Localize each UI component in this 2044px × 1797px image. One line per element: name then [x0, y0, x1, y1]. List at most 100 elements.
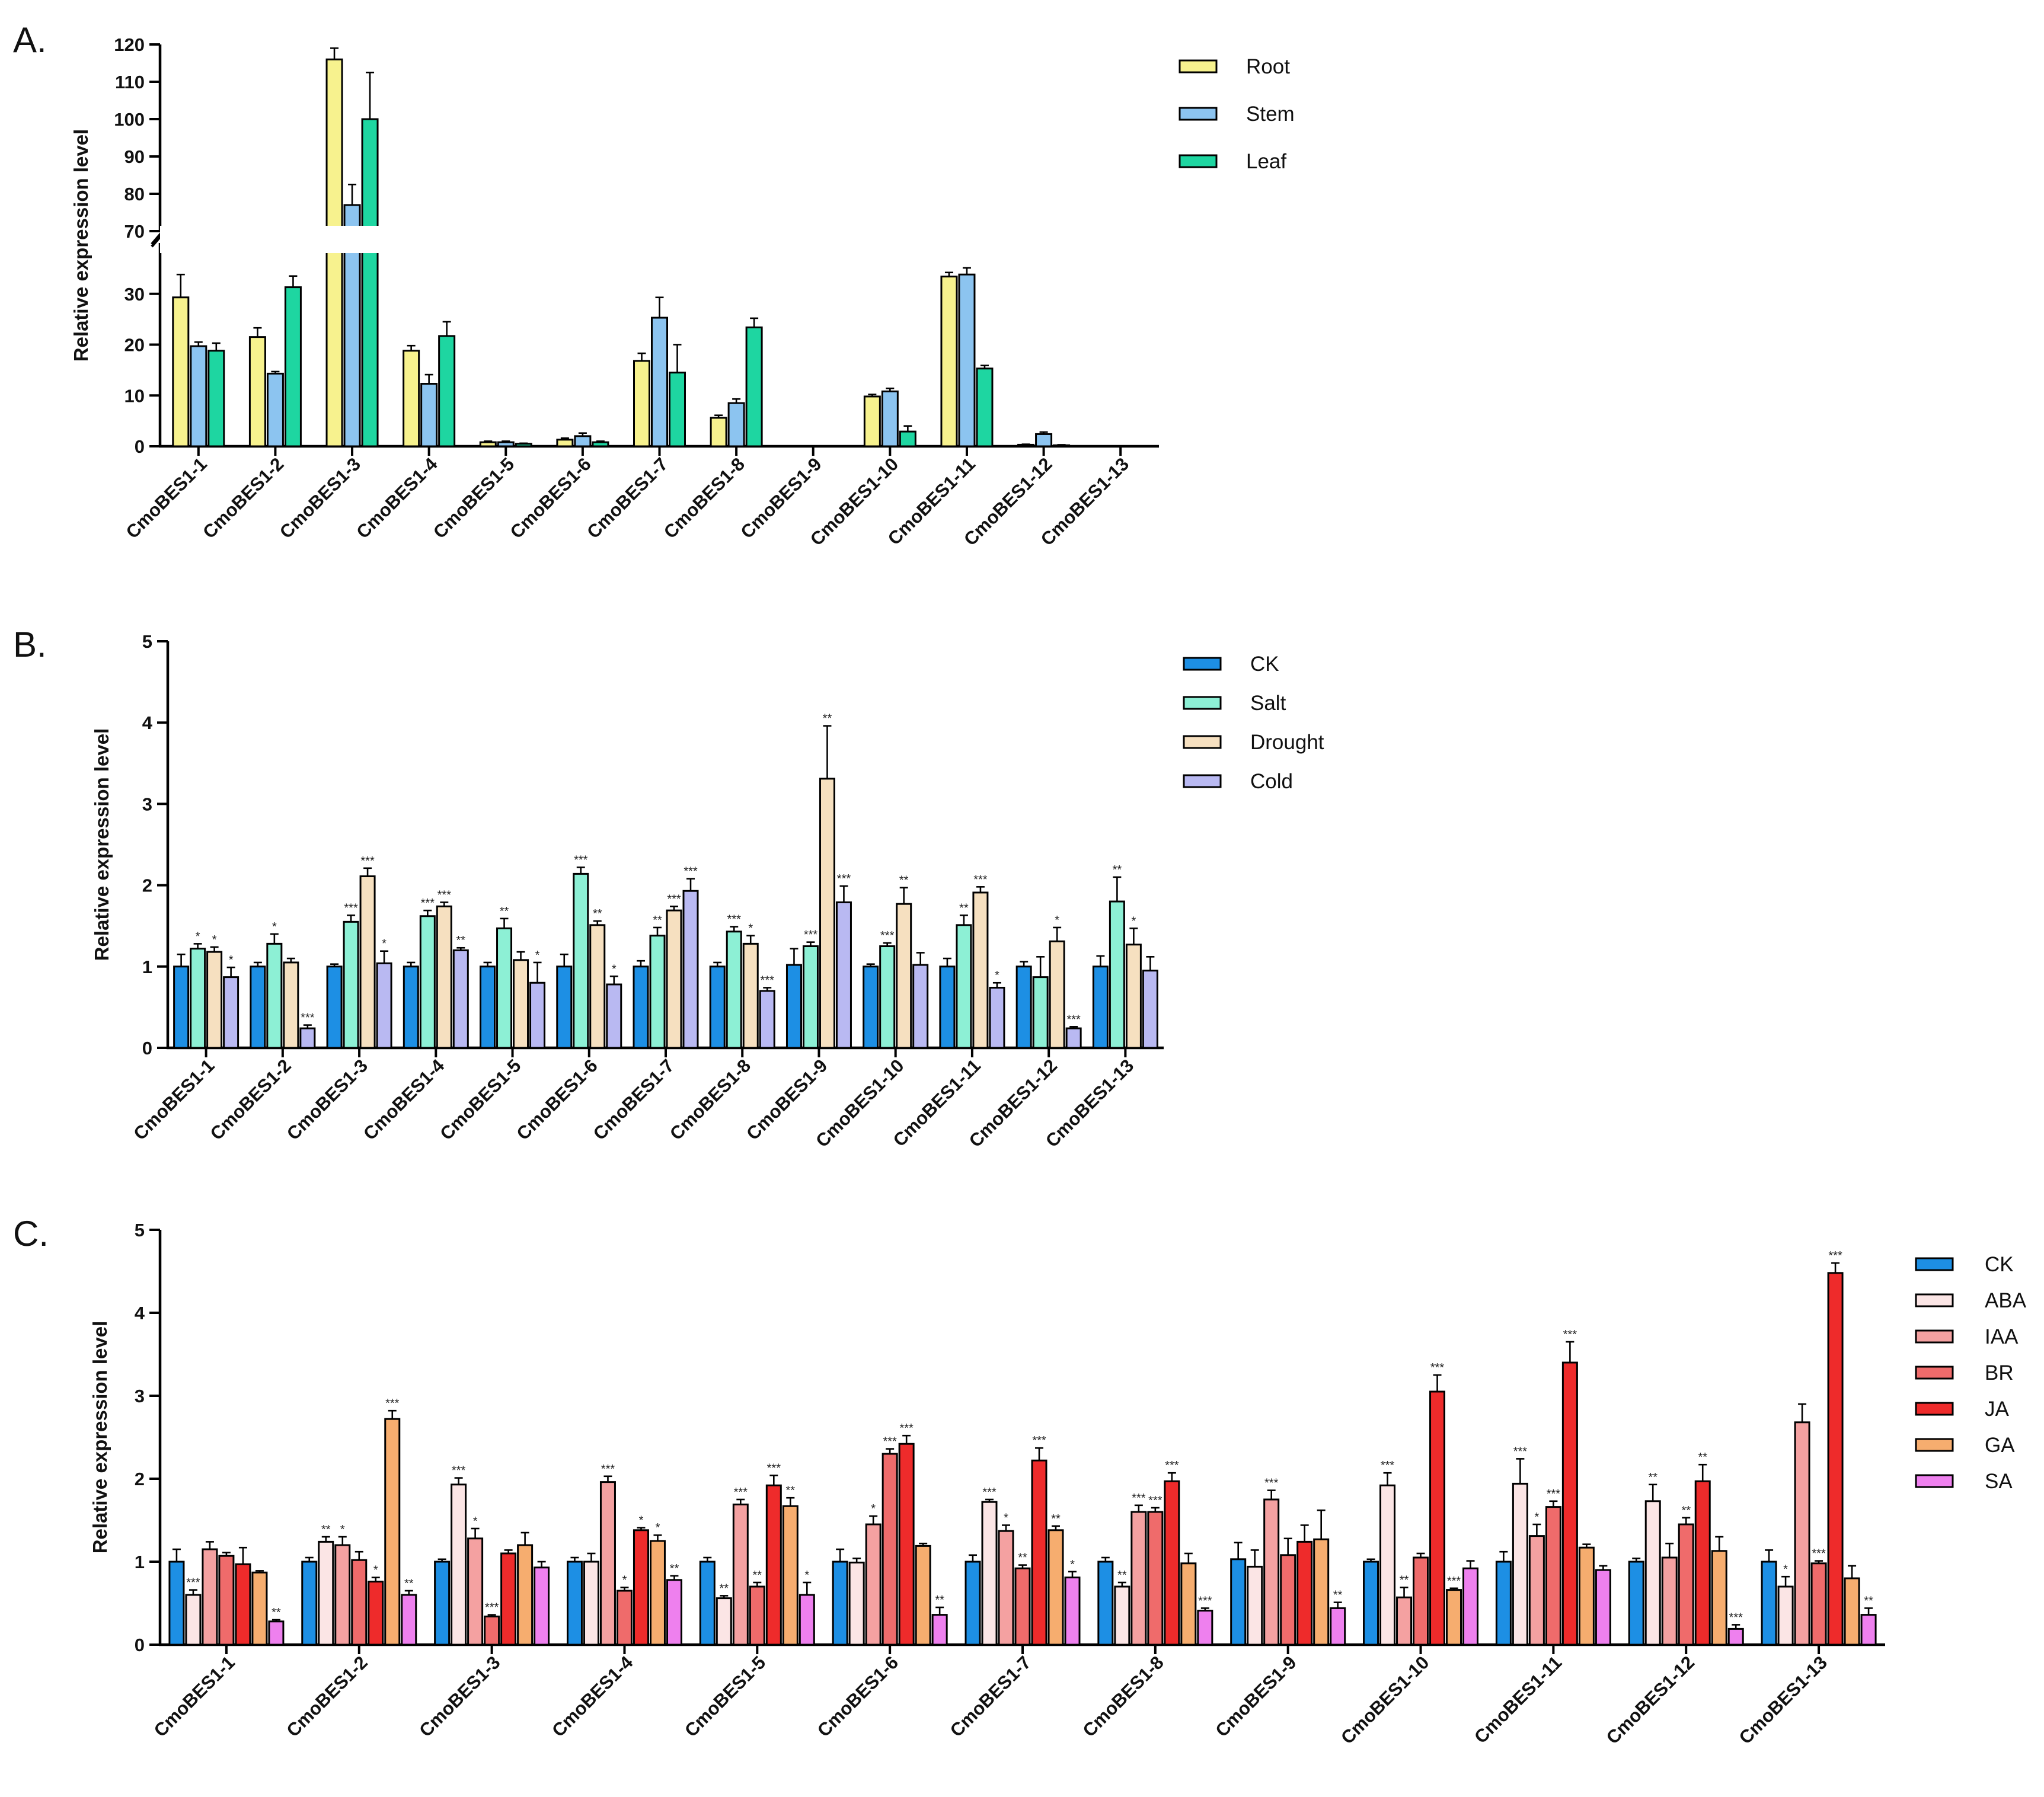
- bar: [266, 372, 284, 447]
- x-tick-label: CmoBES1-6: [513, 1055, 602, 1144]
- significance-label: ***: [982, 1486, 997, 1499]
- bar: [881, 390, 899, 447]
- y-tick-label: 0: [142, 1038, 152, 1059]
- bar: [496, 927, 513, 1049]
- significance-label: *: [612, 963, 617, 976]
- bar: [359, 875, 376, 1049]
- significance-label: **: [404, 1577, 414, 1590]
- legend-label: BR: [1985, 1361, 2014, 1384]
- bar: [403, 350, 420, 447]
- bar: [599, 1481, 616, 1646]
- significance-label: **: [1648, 1471, 1657, 1484]
- significance-label: ***: [767, 1462, 781, 1475]
- significance-label: *: [1131, 915, 1136, 928]
- bar: [1429, 1390, 1446, 1646]
- significance-label: ***: [1563, 1328, 1577, 1341]
- bar: [1413, 1556, 1429, 1646]
- bar: [1031, 1459, 1047, 1646]
- significance-label: ***: [1165, 1459, 1179, 1472]
- bar: [1330, 1607, 1346, 1646]
- bar: [633, 360, 650, 447]
- x-tick-label: CmoBES1-3: [283, 1055, 372, 1144]
- bar: [1296, 1540, 1313, 1646]
- x-tick-label: CmoBES1-2: [199, 453, 288, 542]
- x-tick-label: CmoBES1-5: [429, 453, 518, 542]
- bar: [1280, 1554, 1296, 1646]
- significance-label: **: [1400, 1574, 1409, 1587]
- bar: [802, 945, 819, 1049]
- y-tick-label: 5: [135, 1220, 145, 1240]
- significance-label: **: [753, 1569, 762, 1582]
- bar: [832, 1561, 848, 1646]
- bar: [931, 1614, 948, 1646]
- significance-label: **: [272, 1606, 281, 1619]
- bar: [583, 1561, 599, 1646]
- bar: [207, 350, 225, 447]
- bar: [556, 965, 573, 1049]
- bar: [251, 1571, 268, 1646]
- bar: [500, 1552, 517, 1646]
- bar: [1125, 944, 1142, 1049]
- y-axis-title: Relative expression level: [89, 1321, 111, 1554]
- y-tick-label: 2: [142, 875, 152, 896]
- bar: [1860, 1614, 1877, 1646]
- bar: [1064, 1577, 1081, 1646]
- significance-label: **: [1698, 1451, 1707, 1464]
- bar: [1049, 940, 1065, 1049]
- bar: [573, 872, 589, 1049]
- bar: [1142, 970, 1158, 1049]
- bar: [301, 1561, 318, 1646]
- significance-label: **: [899, 874, 909, 887]
- x-tick-label: CmoBES1-5: [436, 1055, 525, 1144]
- bar: [1230, 1558, 1247, 1646]
- significance-label: **: [1681, 1504, 1691, 1517]
- x-tick-label: CmoBES1-12: [1602, 1652, 1698, 1748]
- bar: [566, 1561, 583, 1646]
- bar: [1263, 1498, 1280, 1646]
- significance-label: ***: [1447, 1575, 1461, 1588]
- legend-swatch: [1179, 59, 1218, 73]
- significance-label: ***: [1032, 1434, 1046, 1447]
- bar: [529, 981, 546, 1049]
- legend-label: Drought: [1250, 731, 1324, 754]
- x-tick-label: CmoBES1-2: [283, 1652, 372, 1741]
- bar: [1396, 1596, 1413, 1646]
- significance-label: ***: [734, 1486, 748, 1499]
- significance-label: *: [1070, 1558, 1075, 1571]
- y-tick-label: 2: [135, 1469, 145, 1489]
- bar: [1827, 1272, 1844, 1646]
- significance-label: *: [1534, 1511, 1539, 1524]
- significance-label: ***: [684, 865, 698, 878]
- bar: [799, 1594, 815, 1646]
- significance-label: *: [1783, 1563, 1788, 1576]
- significance-label: ***: [452, 1465, 466, 1478]
- significance-label: *: [382, 938, 387, 951]
- bar: [235, 1563, 251, 1646]
- bar: [1097, 1561, 1114, 1646]
- bar: [534, 1566, 550, 1646]
- y-tick-label: 30: [124, 284, 145, 305]
- legend-swatch: [1183, 774, 1222, 788]
- significance-label: *: [535, 949, 540, 962]
- legend-label: ABA: [1985, 1289, 2027, 1312]
- bar: [384, 1418, 401, 1646]
- bar: [1247, 1565, 1263, 1646]
- bar: [589, 924, 606, 1049]
- significance-label: ***: [1729, 1611, 1743, 1624]
- bar: [1794, 1421, 1810, 1646]
- bar: [351, 1559, 368, 1646]
- bar: [1628, 1561, 1644, 1646]
- significance-label: **: [593, 907, 602, 920]
- y-tick-label: 3: [142, 794, 152, 814]
- significance-label: **: [321, 1523, 331, 1536]
- bar: [1197, 1610, 1213, 1646]
- bar: [420, 383, 438, 447]
- x-tick-label: CmoBES1-6: [813, 1652, 902, 1741]
- significance-label: *: [804, 1569, 809, 1582]
- significance-label: ***: [1264, 1477, 1279, 1490]
- significance-label: *: [1004, 1511, 1008, 1524]
- x-tick-label: CmoBES1-2: [206, 1055, 295, 1144]
- bar: [190, 345, 207, 447]
- significance-label: **: [720, 1582, 729, 1595]
- legend-label: GA: [1985, 1434, 2015, 1457]
